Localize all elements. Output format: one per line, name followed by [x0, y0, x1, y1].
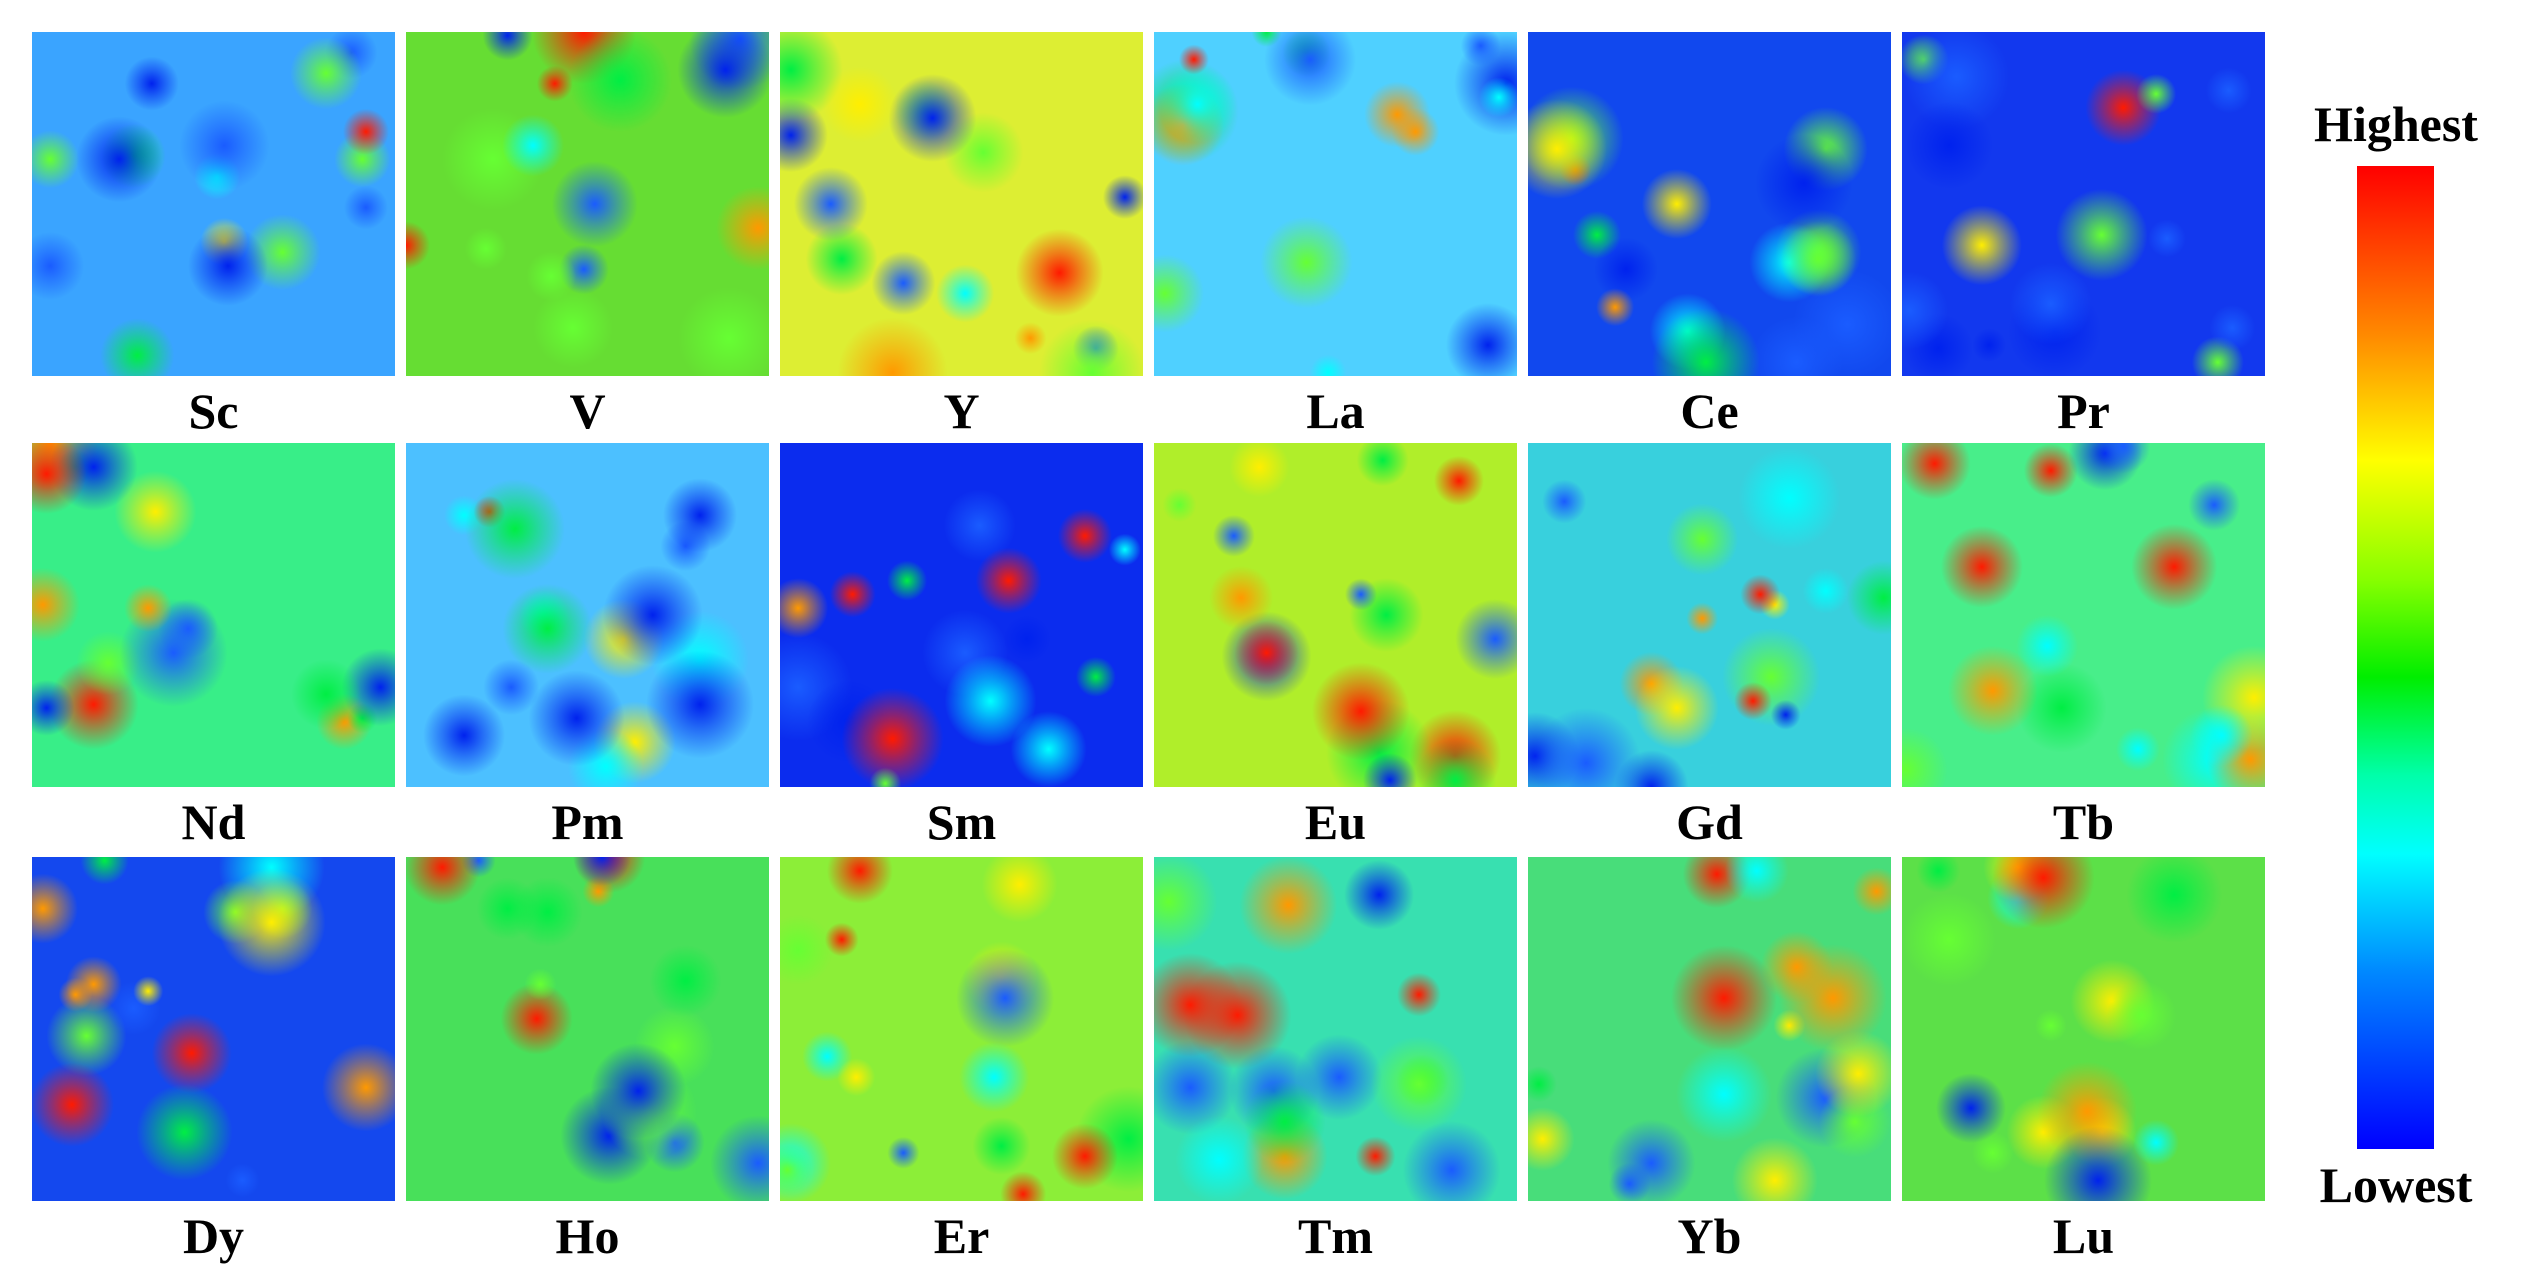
heatmap-panel	[780, 32, 1143, 376]
panel-label: Pm	[551, 794, 624, 850]
heatmap-panel	[780, 443, 1143, 787]
panel-label: La	[1306, 383, 1365, 439]
panel-label: Pr	[2057, 383, 2110, 439]
panel-label: Ho	[555, 1208, 620, 1264]
heatmap-panel	[32, 443, 395, 787]
panel-label: Dy	[182, 1208, 245, 1264]
panel-label: Gd	[1676, 794, 1743, 850]
panel-label: Sc	[188, 383, 239, 439]
heatmap-panel	[1902, 857, 2265, 1201]
panel-label: Y	[943, 383, 980, 439]
heatmap-panel	[1528, 443, 1891, 787]
panel-label: Tm	[1298, 1208, 1373, 1264]
heatmap-panel	[1154, 443, 1517, 787]
panel-label: Er	[933, 1208, 990, 1264]
heatmap-panel	[406, 443, 769, 787]
panel-label: Nd	[181, 794, 246, 850]
heatmap-panel	[32, 857, 395, 1201]
heatmap-panel	[406, 32, 769, 376]
colorbar-low-label: Lowest	[2319, 1157, 2473, 1213]
panel-label: V	[569, 383, 606, 439]
panel-label: Yb	[1677, 1208, 1742, 1264]
heatmap-panel	[1528, 32, 1891, 376]
panel-label: Sm	[926, 794, 997, 850]
heatmap-panel	[1902, 443, 2265, 787]
heatmap-panel	[1154, 857, 1517, 1201]
heatmap-panel	[780, 857, 1143, 1201]
heatmap-panel	[32, 32, 395, 376]
panel-label: Lu	[2052, 1208, 2115, 1264]
heatmap-panel	[1902, 32, 2265, 376]
colorbar	[2357, 166, 2434, 1149]
heatmap-panel	[1528, 857, 1891, 1201]
heatmap-panel	[1154, 32, 1517, 376]
panel-label: Eu	[1304, 794, 1367, 850]
colorbar-high-label: Highest	[2314, 96, 2478, 152]
heatmap-panel	[406, 857, 769, 1201]
panel-label: Tb	[2052, 794, 2115, 850]
panel-label: Ce	[1680, 383, 1739, 439]
